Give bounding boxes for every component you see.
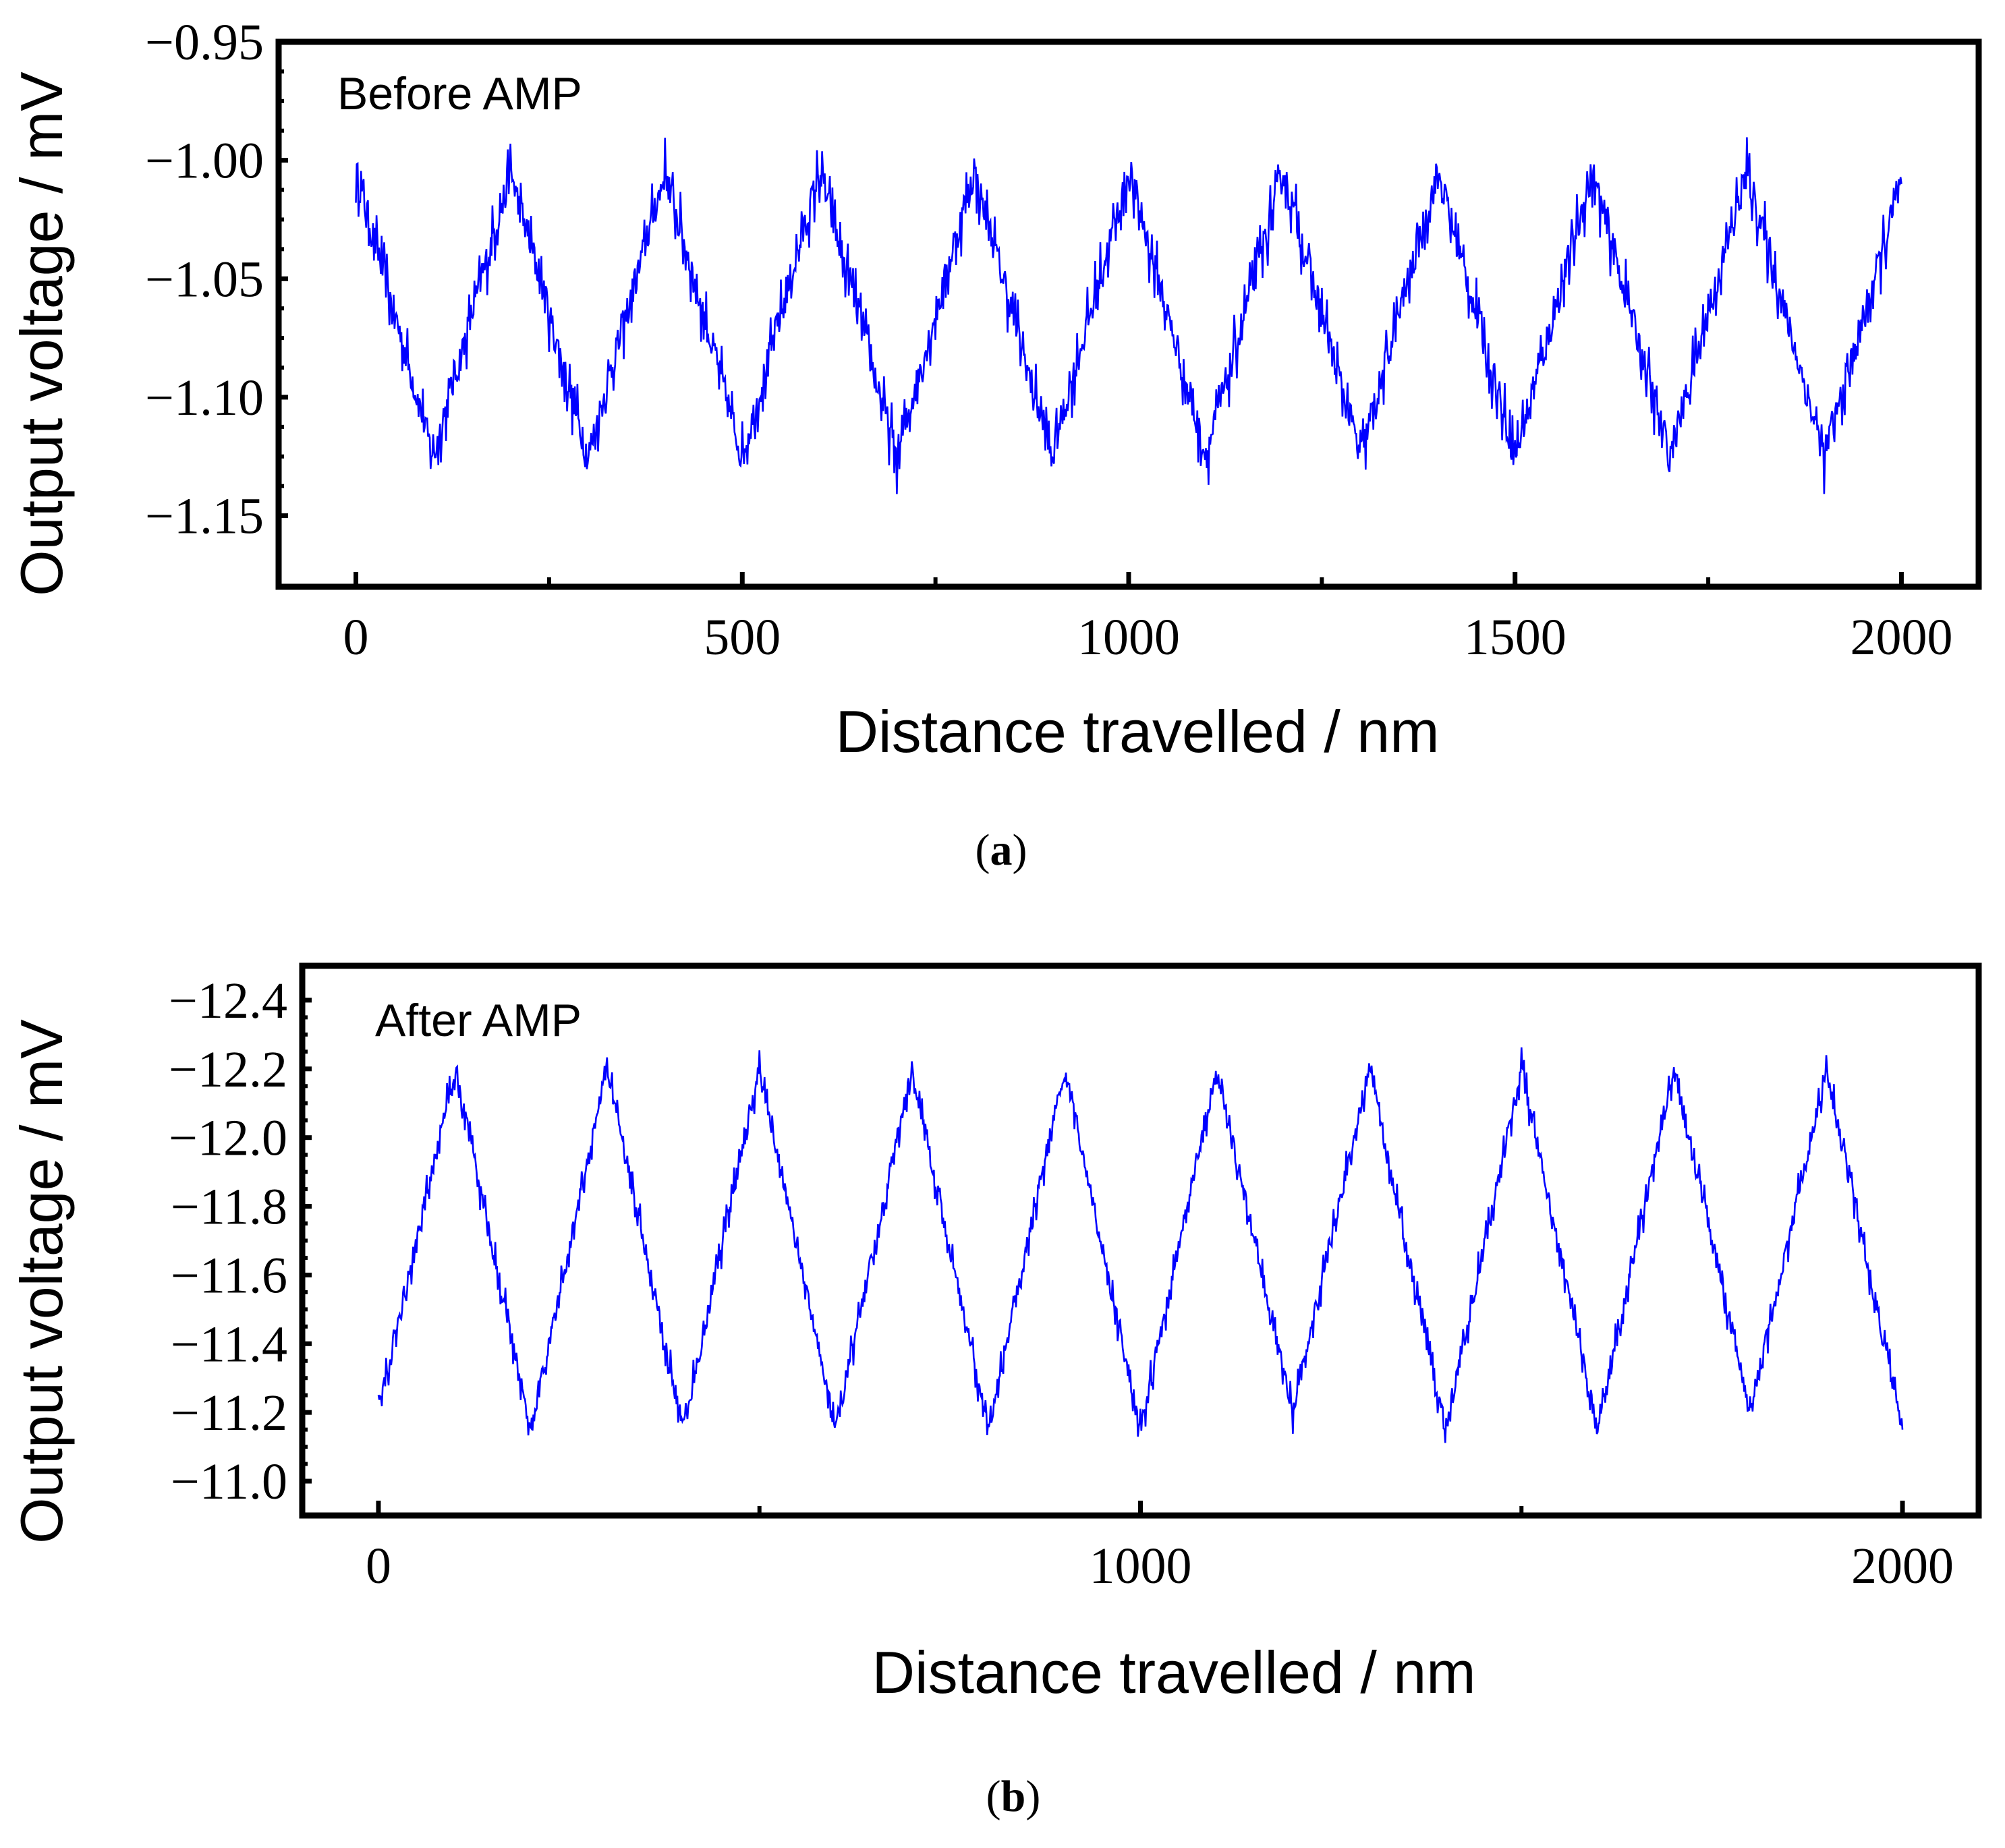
y-tick-label: −1.10 bbox=[145, 370, 264, 426]
panel-b-y-axis-title: Output voltage / mV bbox=[8, 1019, 75, 1544]
panel-b-x-axis-title: Distance travelled / nm bbox=[872, 1639, 1475, 1706]
panel-b-x-tick-labels: 0 1000 2000 bbox=[366, 1538, 1954, 1594]
series-line bbox=[377, 1047, 1904, 1443]
y-tick-label: −1.05 bbox=[145, 251, 264, 308]
panel-a-x-axis-title: Distance travelled / nm bbox=[835, 698, 1439, 765]
panel-a-label-letter: a bbox=[990, 826, 1013, 875]
series-line bbox=[355, 137, 1902, 494]
panel-b-label: (b) bbox=[986, 1772, 1041, 1821]
y-tick-label: −12.4 bbox=[169, 973, 287, 1029]
y-tick-label: −12.0 bbox=[169, 1110, 287, 1167]
x-tick-label: 1000 bbox=[1090, 1538, 1192, 1594]
panel-a-y-tick-labels: −1.15 −1.10 −1.05 −1.00 −0.95 bbox=[145, 14, 264, 545]
x-tick-label: 1000 bbox=[1077, 609, 1180, 666]
x-tick-label: 1500 bbox=[1464, 609, 1566, 666]
panel-b: Output voltage / mV −11.0 −11.2 −11.4 −11.6… bbox=[8, 962, 1982, 1821]
panel-a-plot-frame bbox=[275, 38, 1982, 590]
x-tick-label: 0 bbox=[343, 609, 369, 666]
y-tick-label: −0.95 bbox=[145, 14, 264, 71]
y-tick-label: −1.00 bbox=[145, 133, 264, 190]
panel-b-y-tick-labels: −11.0 −11.2 −11.4 −11.6 −11.8 −12.0 −12.2 −12.4 bbox=[169, 973, 287, 1510]
panel-b-annotation: After AMP bbox=[375, 995, 582, 1046]
panel-a-y-axis-title: Output voltage / mV bbox=[8, 71, 75, 596]
y-tick-label: −11.8 bbox=[171, 1179, 287, 1236]
panel-b-label-letter: b bbox=[1001, 1772, 1026, 1821]
y-tick-label: −11.2 bbox=[171, 1385, 287, 1441]
panel-a-x-tick-labels: 0 500 1000 1500 2000 bbox=[343, 609, 1953, 666]
y-tick-label: −11.6 bbox=[171, 1247, 287, 1304]
panel-a-annotation: Before AMP bbox=[337, 68, 582, 119]
panel-b-plot-frame bbox=[299, 962, 1982, 1519]
y-tick-label: −11.0 bbox=[171, 1453, 287, 1510]
x-tick-label: 2000 bbox=[1851, 1538, 1954, 1594]
panel-b-series bbox=[377, 1047, 1904, 1443]
y-tick-label: −11.4 bbox=[171, 1316, 287, 1373]
panel-a-series bbox=[355, 137, 1902, 494]
y-tick-label: −1.15 bbox=[145, 488, 264, 545]
x-tick-label: 500 bbox=[704, 609, 781, 666]
panel-a: Output voltage / mV −1.15 −1.10 −1.05 −1.00… bbox=[8, 14, 1982, 875]
panel-a-label: (a) bbox=[976, 826, 1027, 875]
x-tick-label: 2000 bbox=[1850, 609, 1952, 666]
x-tick-label: 0 bbox=[366, 1538, 391, 1594]
y-tick-label: −12.2 bbox=[169, 1041, 287, 1098]
